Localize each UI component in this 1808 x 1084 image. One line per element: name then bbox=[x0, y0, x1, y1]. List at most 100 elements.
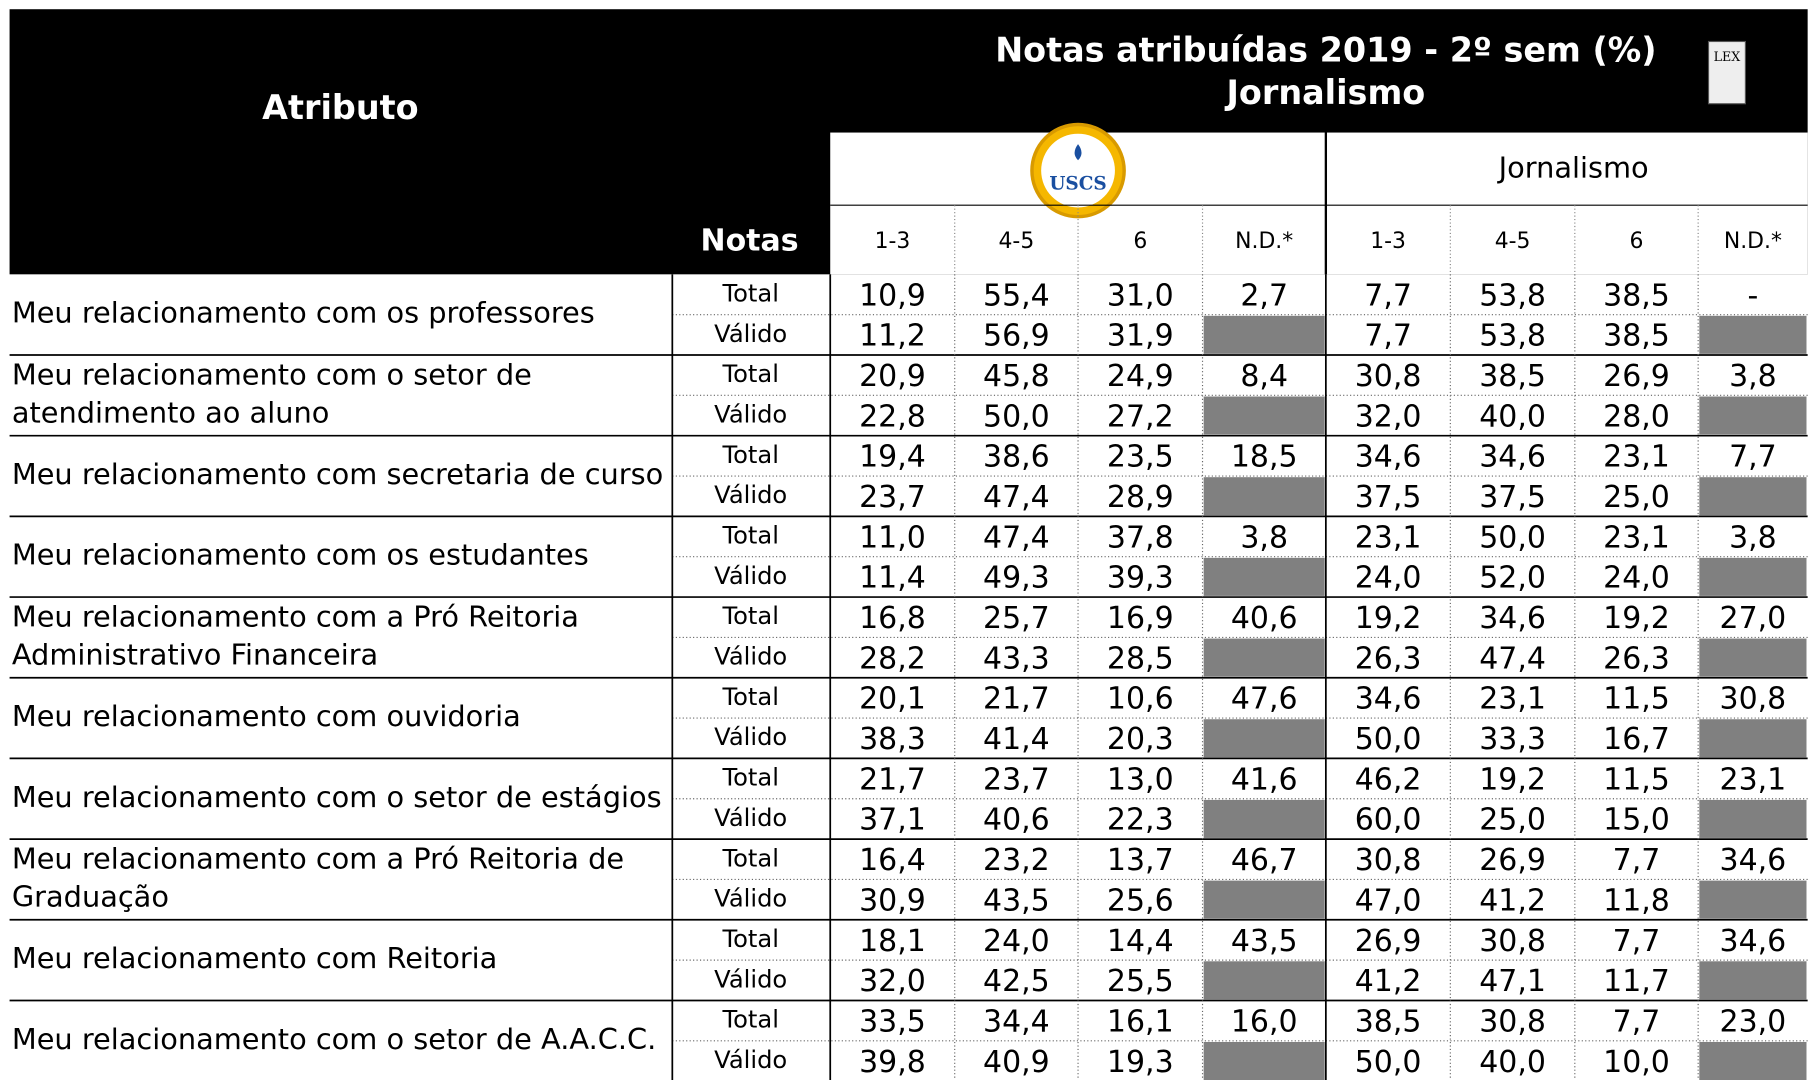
row-label: Total bbox=[721, 764, 779, 792]
column-header: 1-3 bbox=[1370, 229, 1406, 254]
attribute-label: Meu relacionamento com secretaria de cur… bbox=[12, 457, 663, 491]
cell-value: 23,7 bbox=[983, 762, 1050, 797]
cell-value: 27,2 bbox=[1107, 399, 1174, 434]
notas-label: Notas bbox=[701, 224, 799, 259]
cell-value: 37,5 bbox=[1479, 480, 1546, 515]
cell-value: 19,3 bbox=[1107, 1045, 1174, 1080]
cell-value: 7,7 bbox=[1364, 278, 1412, 313]
cell-value: 7,7 bbox=[1613, 924, 1661, 959]
cell-value: 16,7 bbox=[1603, 722, 1670, 757]
cell-value: 56,9 bbox=[983, 319, 1050, 354]
row-label: Válido bbox=[714, 401, 787, 429]
cell-value: 26,3 bbox=[1355, 641, 1422, 676]
empty-cell bbox=[1699, 1041, 1807, 1080]
cell-value: 40,9 bbox=[983, 1045, 1050, 1080]
cell-value: 22,3 bbox=[1107, 803, 1174, 838]
cell-value: 60,0 bbox=[1355, 803, 1422, 838]
cell-value: 10,0 bbox=[1603, 1045, 1670, 1080]
attribute-header: Atributo bbox=[262, 88, 418, 127]
cell-value: 23,1 bbox=[1603, 440, 1670, 475]
cell-value: 47,0 bbox=[1355, 883, 1422, 918]
cell-value: 21,7 bbox=[983, 682, 1050, 717]
column-header: 4-5 bbox=[999, 229, 1035, 254]
empty-cell bbox=[1203, 396, 1325, 435]
cell-value: 7,7 bbox=[1613, 843, 1661, 878]
cell-value: 23,0 bbox=[1720, 1004, 1787, 1039]
row-label: Total bbox=[721, 441, 779, 469]
row-label: Total bbox=[721, 360, 779, 388]
empty-cell bbox=[1203, 557, 1325, 596]
row-label: Válido bbox=[714, 562, 787, 590]
cell-value: 18,1 bbox=[859, 924, 926, 959]
uscs-flame bbox=[1074, 144, 1082, 161]
cell-value: 33,5 bbox=[859, 1004, 926, 1039]
cell-value: 34,6 bbox=[1479, 601, 1546, 636]
cell-value: 30,8 bbox=[1355, 359, 1422, 394]
cell-value: 23,5 bbox=[1107, 440, 1174, 475]
cell-value: 47,4 bbox=[1479, 641, 1546, 676]
cell-value: 3,8 bbox=[1729, 359, 1777, 394]
cell-value: 23,1 bbox=[1479, 682, 1546, 717]
cell-value: 11,8 bbox=[1603, 883, 1670, 918]
row-label: Total bbox=[721, 279, 779, 307]
cell-value: 26,9 bbox=[1355, 924, 1422, 959]
empty-cell bbox=[1699, 477, 1807, 516]
cell-value: 24,0 bbox=[983, 924, 1050, 959]
cell-value: 19,2 bbox=[1355, 601, 1422, 636]
attribute-label: Meu relacionamento com a Pró Reitoria bbox=[12, 599, 579, 633]
cell-value: 30,8 bbox=[1355, 843, 1422, 878]
cell-value: 34,6 bbox=[1355, 682, 1422, 717]
cell-value: 16,8 bbox=[859, 601, 926, 636]
cell-value: 28,9 bbox=[1107, 480, 1174, 515]
empty-cell bbox=[1699, 315, 1807, 354]
cell-value: 30,8 bbox=[1720, 682, 1787, 717]
title: Notas atribuídas 2019 - 2º sem (%) bbox=[995, 30, 1656, 69]
empty-cell bbox=[1203, 961, 1325, 1000]
row-label: Total bbox=[721, 522, 779, 550]
cell-value: 49,3 bbox=[983, 561, 1050, 596]
cell-value: 20,3 bbox=[1107, 722, 1174, 757]
cell-value: 16,0 bbox=[1231, 1004, 1298, 1039]
cell-value: 26,3 bbox=[1603, 641, 1670, 676]
cell-value: 25,0 bbox=[1603, 480, 1670, 515]
column-header: 4-5 bbox=[1495, 229, 1531, 254]
cell-value: 28,2 bbox=[859, 641, 926, 676]
cell-value: 41,2 bbox=[1355, 964, 1422, 999]
cell-value: 23,1 bbox=[1355, 520, 1422, 555]
cell-value: 19,2 bbox=[1603, 601, 1670, 636]
cell-value: 19,4 bbox=[859, 440, 926, 475]
empty-cell bbox=[1203, 799, 1325, 838]
empty-cell bbox=[1699, 799, 1807, 838]
lex-icon bbox=[1707, 40, 1746, 105]
attribute-label: Graduação bbox=[12, 879, 169, 913]
cell-value: 42,5 bbox=[983, 964, 1050, 999]
cell-value: 31,9 bbox=[1107, 319, 1174, 354]
cell-value: 45,8 bbox=[983, 359, 1050, 394]
cell-value: 20,9 bbox=[859, 359, 926, 394]
empty-cell bbox=[1203, 638, 1325, 677]
attribute-label: atendimento ao aluno bbox=[12, 395, 329, 429]
cell-value: 22,8 bbox=[859, 399, 926, 434]
cell-value: 41,2 bbox=[1479, 883, 1546, 918]
empty-cell bbox=[1699, 961, 1807, 1000]
cell-value: 25,0 bbox=[1479, 803, 1546, 838]
cell-value: 32,0 bbox=[1355, 399, 1422, 434]
cell-value: 53,8 bbox=[1479, 319, 1546, 354]
cell-value: 34,4 bbox=[983, 1004, 1050, 1039]
cell-value: 47,6 bbox=[1231, 682, 1298, 717]
row-label: Válido bbox=[714, 885, 787, 913]
row-label: Válido bbox=[714, 643, 787, 671]
column-header: 1-3 bbox=[875, 229, 911, 254]
cell-value: 55,4 bbox=[983, 278, 1050, 313]
cell-value: 40,6 bbox=[1231, 601, 1298, 636]
cell-value: 43,5 bbox=[1231, 924, 1298, 959]
cell-value: 7,7 bbox=[1613, 1004, 1661, 1039]
cell-value: 26,9 bbox=[1479, 843, 1546, 878]
cell-value: 46,2 bbox=[1355, 762, 1422, 797]
cell-value: 38,5 bbox=[1603, 278, 1670, 313]
cell-value: 16,9 bbox=[1107, 601, 1174, 636]
cell-value: 11,4 bbox=[859, 561, 926, 596]
cell-value: 39,8 bbox=[859, 1045, 926, 1080]
cell-value: 16,1 bbox=[1107, 1004, 1174, 1039]
